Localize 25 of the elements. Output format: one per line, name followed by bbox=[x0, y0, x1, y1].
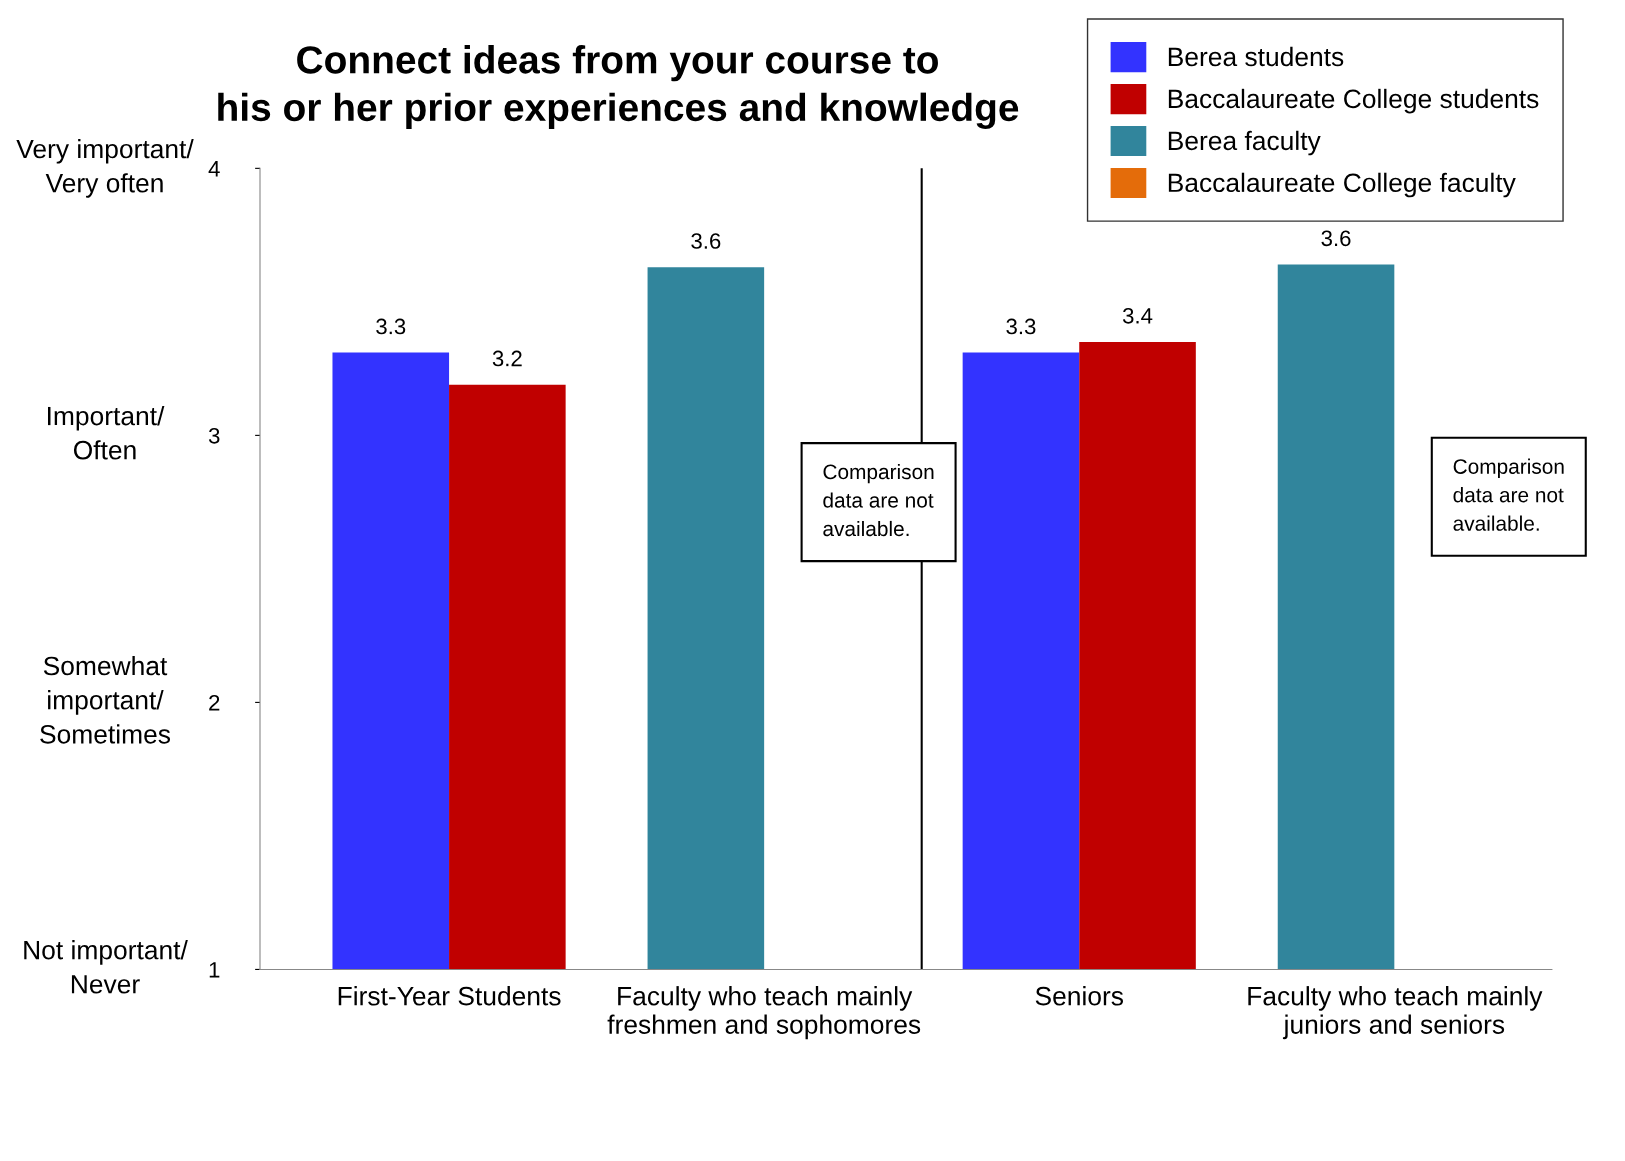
data-label: 3.2 bbox=[492, 350, 522, 367]
data-label: 3.4 bbox=[1122, 307, 1153, 324]
data-label: 3.3 bbox=[1006, 318, 1036, 335]
annotation: Comparison data are not available. bbox=[1453, 458, 1564, 531]
annotation: Comparison data are not available. bbox=[823, 463, 934, 537]
legend-label: Baccalaureate College faculty bbox=[1168, 172, 1516, 198]
x-tick-label: Seniors bbox=[1035, 986, 1124, 1006]
text: Very important/ Very often bbox=[16, 138, 194, 198]
text: Important/ Often bbox=[48, 405, 165, 460]
data-label: 3.6 bbox=[691, 233, 721, 249]
x-tick-label: Faculty who teach mainly freshmen and sophomores bbox=[607, 986, 921, 1040]
legend-label: Berea faculty bbox=[1168, 130, 1321, 156]
y-tick-label: 2 bbox=[209, 694, 220, 711]
y-tick-label: 1 bbox=[209, 962, 220, 978]
y-tick-label: 4 bbox=[208, 161, 220, 177]
data-label: 3.6 bbox=[1321, 230, 1351, 247]
legend-label: Berea students bbox=[1168, 46, 1344, 67]
x-tick-label: First-Year Students bbox=[338, 986, 561, 1006]
text: Not important/ Never bbox=[24, 940, 188, 994]
y-tick-label: 3 bbox=[208, 427, 220, 444]
text: Somewhat important/ Sometimes bbox=[40, 655, 171, 744]
data-label: 3.3 bbox=[376, 318, 406, 335]
chart-title: Connect ideas from your course to his or her prior experiences and knowledge bbox=[218, 45, 1019, 130]
legend-label: Baccalaureate College students bbox=[1168, 88, 1539, 114]
x-tick-label: Faculty who teach mainly juniors and seniors bbox=[1248, 986, 1543, 1040]
